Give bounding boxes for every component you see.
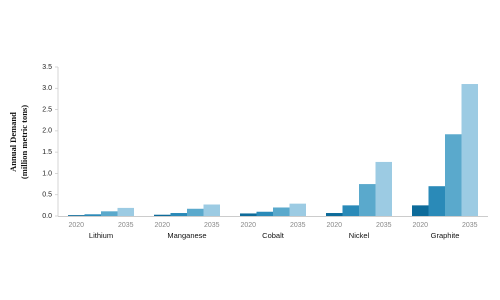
bar <box>154 214 171 216</box>
y-tick-label: 1.0 <box>42 170 52 177</box>
y-axis-label: Annual Demand <box>8 112 18 172</box>
bar <box>256 211 273 216</box>
bar <box>342 205 359 216</box>
year-label: 2020 <box>412 222 428 229</box>
bar <box>84 214 101 216</box>
bar <box>273 207 290 216</box>
y-tick-label: 1.5 <box>42 149 52 156</box>
bar <box>428 186 445 216</box>
year-label: 2020 <box>240 222 256 229</box>
x-tick-label: Lithium <box>89 231 113 240</box>
y-axis-label: (million metric tons) <box>19 105 29 179</box>
year-label: 2035 <box>376 222 392 229</box>
bar <box>187 208 204 216</box>
bar <box>359 184 376 216</box>
bar <box>375 161 392 216</box>
bar <box>326 213 343 216</box>
bar <box>117 207 134 216</box>
bar <box>101 211 118 216</box>
x-tick-label: Cobalt <box>262 231 285 240</box>
bar <box>461 84 478 217</box>
year-label: 2035 <box>462 222 478 229</box>
bar <box>445 134 462 216</box>
bar <box>170 213 187 216</box>
bar <box>289 203 306 216</box>
y-tick-label: 2.0 <box>42 128 52 135</box>
bar <box>412 205 429 216</box>
year-label: 2035 <box>118 222 134 229</box>
x-tick-label: Nickel <box>349 231 370 240</box>
year-label: 2020 <box>326 222 342 229</box>
year-label: 2020 <box>154 222 170 229</box>
year-label: 2035 <box>290 222 306 229</box>
y-tick-label: 3.5 <box>42 64 52 71</box>
bar <box>240 213 257 216</box>
x-tick-label: Graphite <box>431 231 460 240</box>
y-tick-label: 2.5 <box>42 106 52 113</box>
year-label: 2020 <box>68 222 84 229</box>
y-tick-label: 0.5 <box>42 192 52 199</box>
y-tick-label: 0.0 <box>42 213 52 220</box>
x-tick-label: Manganese <box>167 231 206 240</box>
y-tick-label: 3.0 <box>42 85 52 92</box>
bar <box>68 215 85 216</box>
bar <box>203 204 220 216</box>
year-label: 2035 <box>204 222 220 229</box>
